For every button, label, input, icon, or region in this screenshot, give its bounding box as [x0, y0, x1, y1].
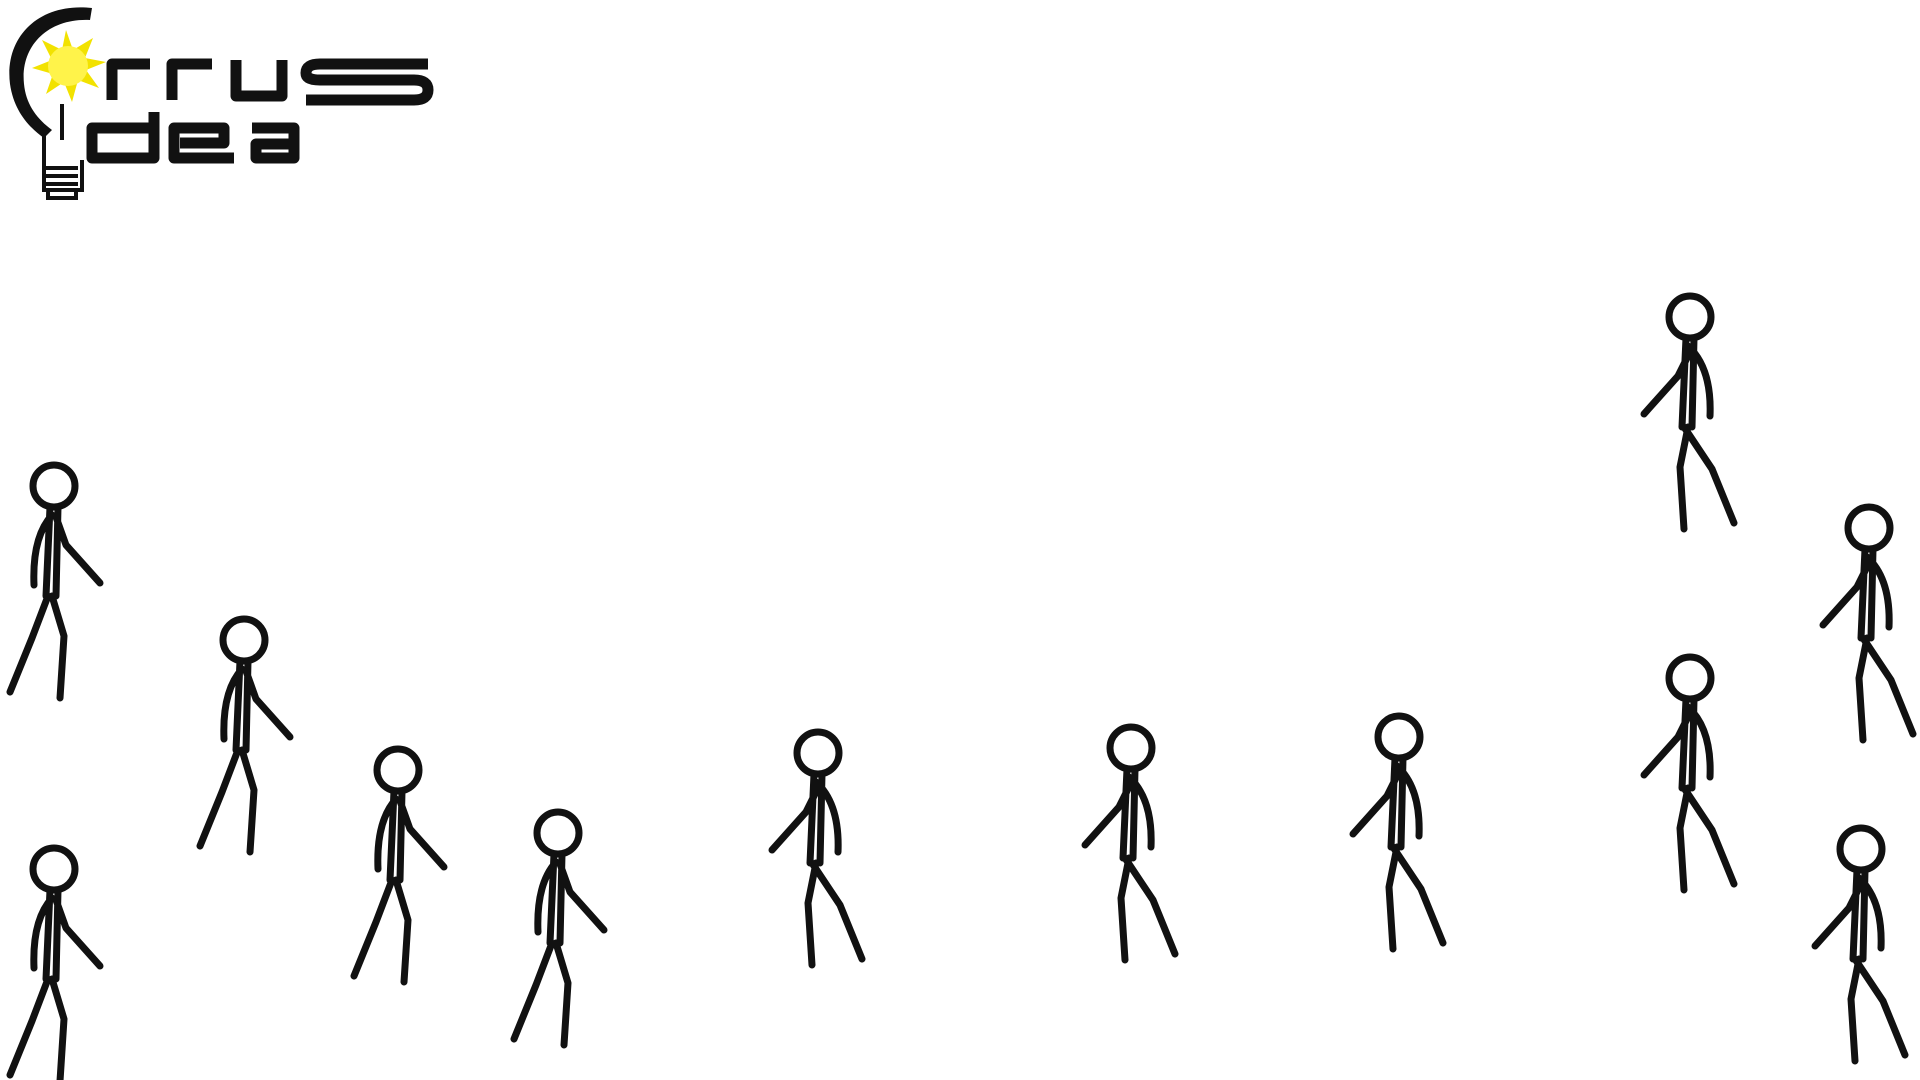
stick-figure — [6, 461, 104, 702]
stick-figure — [196, 615, 294, 856]
stick-figure — [1640, 653, 1738, 894]
bulb-base-icon — [42, 104, 84, 200]
logo-mark — [9, 7, 434, 200]
stick-figure — [1081, 723, 1179, 964]
sun-icon — [32, 30, 106, 102]
stick-figure — [1349, 712, 1447, 953]
stick-figure — [1811, 824, 1909, 1065]
cirrus-idea-logo: Cirrus Idea — [0, 0, 450, 210]
logo-rrus-glyphs — [106, 58, 434, 106]
stick-figure — [768, 728, 866, 969]
stick-figure — [350, 745, 448, 986]
stick-figure — [6, 844, 104, 1080]
logo-dea-glyphs — [86, 112, 300, 164]
logo-c-glyph — [9, 7, 92, 138]
stick-figure — [1640, 292, 1738, 533]
stick-figure — [510, 808, 608, 1049]
stick-figure — [1819, 503, 1917, 744]
